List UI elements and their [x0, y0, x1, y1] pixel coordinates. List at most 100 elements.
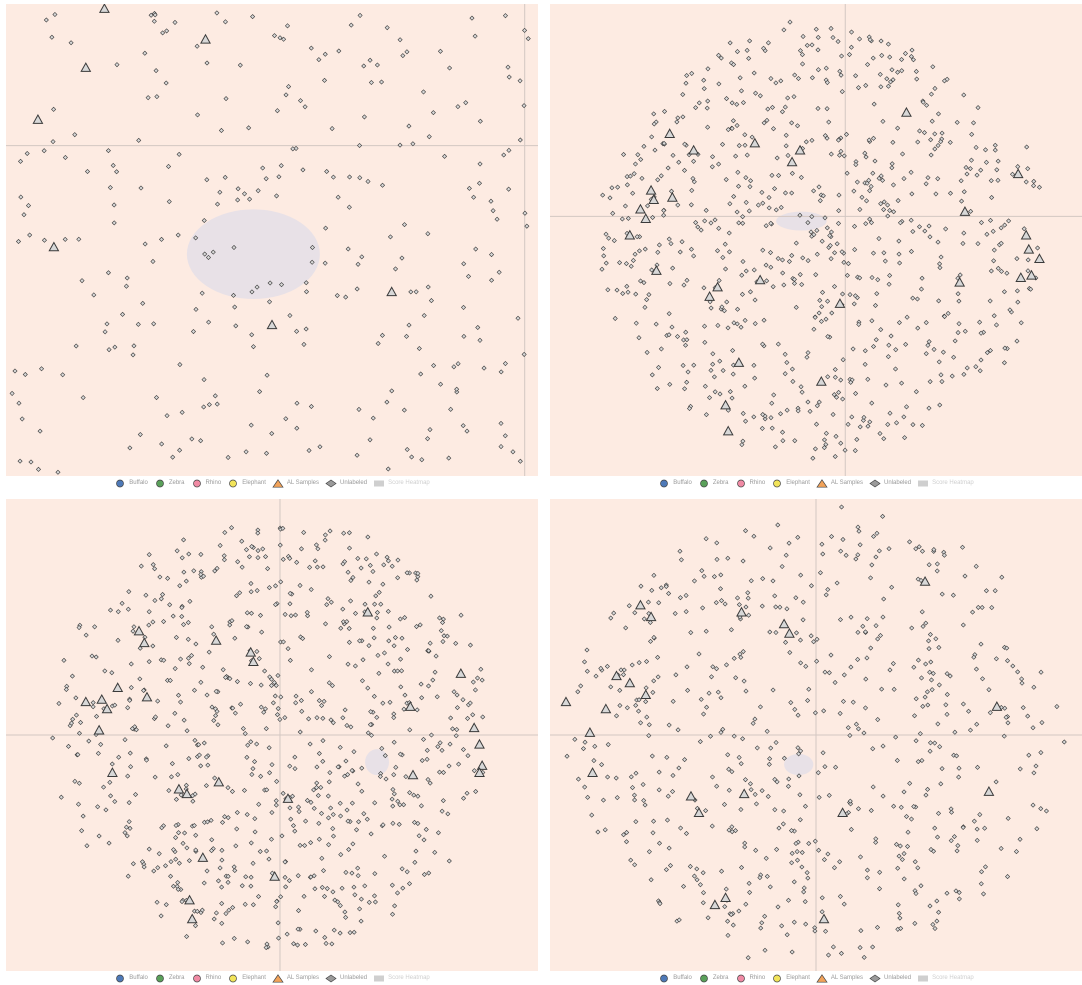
- unlabeled-point: [678, 825, 684, 831]
- al-sample-point: [32, 114, 44, 124]
- unlabeled-point: [214, 708, 220, 714]
- unlabeled-point: [193, 235, 199, 241]
- unlabeled-point: [974, 172, 980, 178]
- unlabeled-point: [330, 826, 336, 832]
- unlabeled-point: [784, 932, 790, 938]
- triangle-icon: [816, 478, 828, 488]
- unlabeled-point: [716, 161, 722, 167]
- unlabeled-point: [582, 784, 588, 790]
- unlabeled-point: [967, 166, 973, 172]
- unlabeled-point: [308, 403, 314, 410]
- unlabeled-point: [745, 955, 751, 961]
- unlabeled-point: [800, 33, 806, 39]
- al-sample-point: [648, 194, 660, 205]
- unlabeled-point: [130, 861, 136, 867]
- unlabeled-point: [168, 774, 174, 780]
- unlabeled-point: [812, 710, 818, 716]
- unlabeled-point: [365, 730, 371, 736]
- unlabeled-point: [928, 137, 934, 143]
- unlabeled-point: [155, 698, 161, 704]
- unlabeled-point: [714, 666, 720, 672]
- unlabeled-point: [271, 33, 278, 39]
- unlabeled-point: [989, 605, 995, 611]
- unlabeled-point: [50, 139, 56, 145]
- unlabeled-point: [880, 177, 886, 183]
- unlabeled-point: [230, 705, 236, 711]
- unlabeled-point: [455, 104, 461, 110]
- diamond-icon: [325, 974, 337, 982]
- unlabeled-point: [303, 326, 309, 332]
- unlabeled-point: [928, 846, 934, 852]
- unlabeled-point: [342, 707, 348, 713]
- unlabeled-point: [917, 731, 923, 737]
- unlabeled-point: [695, 224, 701, 230]
- unlabeled-point: [313, 928, 319, 934]
- unlabeled-point: [326, 779, 332, 785]
- unlabeled-point: [722, 601, 728, 607]
- legend-label: AL Samples: [286, 480, 320, 486]
- unlabeled-point: [416, 833, 422, 839]
- unlabeled-series: [599, 19, 1042, 461]
- unlabeled-point: [19, 416, 25, 422]
- unlabeled-point: [582, 739, 588, 745]
- unlabeled-point: [231, 244, 237, 251]
- scatter-plot: [6, 499, 538, 971]
- unlabeled-point: [603, 260, 609, 266]
- unlabeled-point: [50, 735, 56, 741]
- unlabeled-point: [184, 728, 190, 734]
- unlabeled-point: [846, 52, 853, 58]
- unlabeled-point: [817, 297, 823, 303]
- unlabeled-point: [454, 386, 460, 392]
- unlabeled-point: [169, 761, 175, 767]
- unlabeled-point: [345, 818, 351, 824]
- unlabeled-point: [867, 37, 873, 43]
- unlabeled-point: [355, 261, 361, 267]
- unlabeled-point: [141, 864, 147, 870]
- al-sample-point: [693, 807, 705, 818]
- unlabeled-point: [700, 605, 706, 611]
- unlabeled-point: [839, 249, 845, 255]
- unlabeled-point: [680, 362, 686, 368]
- unlabeled-point: [970, 609, 976, 615]
- unlabeled-point: [172, 666, 178, 672]
- legend-label: Zebra: [712, 975, 729, 981]
- legend-item: Buffalo: [114, 974, 148, 983]
- unlabeled-point: [784, 359, 790, 366]
- unlabeled-point: [760, 200, 766, 206]
- unlabeled-point: [647, 619, 653, 625]
- unlabeled-point: [631, 171, 637, 177]
- unlabeled-point: [109, 761, 115, 767]
- unlabeled-point: [391, 643, 397, 649]
- unlabeled-point: [418, 371, 424, 377]
- unlabeled-point: [181, 622, 187, 628]
- unlabeled-point: [1001, 289, 1007, 295]
- unlabeled-point: [95, 804, 101, 810]
- unlabeled-point: [426, 870, 432, 876]
- unlabeled-point: [391, 739, 397, 745]
- legend-item: AL Samples: [816, 478, 863, 488]
- unlabeled-point: [792, 438, 798, 444]
- unlabeled-point: [230, 904, 236, 911]
- unlabeled-point: [720, 726, 726, 732]
- unlabeled-point: [390, 820, 396, 826]
- unlabeled-point: [217, 189, 223, 195]
- legend-label: Unlabeled: [340, 480, 368, 486]
- unlabeled-point: [705, 66, 711, 72]
- unlabeled-point: [382, 853, 388, 859]
- unlabeled-point: [691, 578, 697, 584]
- unlabeled-point: [1043, 808, 1049, 814]
- unlabeled-point: [864, 616, 870, 622]
- unlabeled-point: [225, 785, 231, 791]
- unlabeled-point: [836, 208, 842, 214]
- unlabeled-point: [691, 362, 697, 368]
- unlabeled-point: [744, 47, 750, 53]
- unlabeled-point: [337, 903, 343, 909]
- unlabeled-point: [446, 455, 452, 461]
- unlabeled-point: [631, 792, 637, 798]
- unlabeled-point: [793, 240, 799, 246]
- unlabeled-point: [974, 826, 980, 832]
- unlabeled-point: [324, 168, 330, 175]
- unlabeled-point: [808, 633, 814, 639]
- unlabeled-point: [152, 566, 158, 572]
- unlabeled-point: [37, 428, 43, 434]
